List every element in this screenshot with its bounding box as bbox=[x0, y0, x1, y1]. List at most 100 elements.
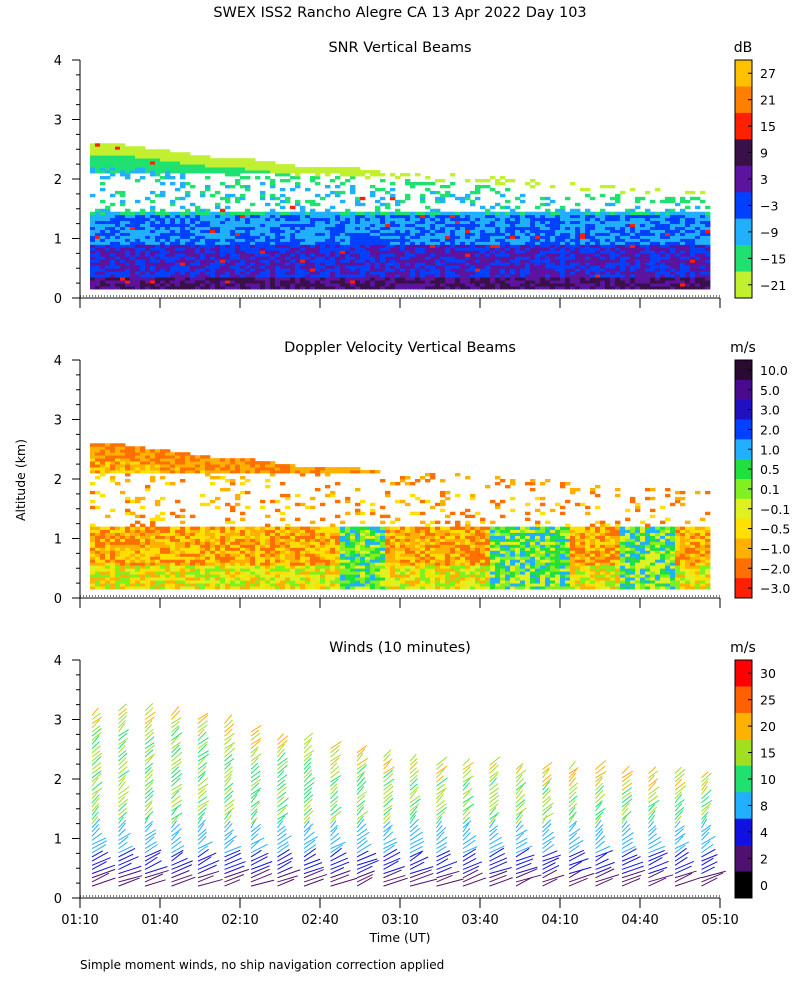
heatmap-cell bbox=[610, 277, 616, 281]
heatmap-cell bbox=[670, 256, 676, 260]
heatmap-cell bbox=[175, 577, 181, 581]
heatmap-cell bbox=[335, 286, 341, 290]
heatmap-cell bbox=[320, 226, 326, 230]
heatmap-cell bbox=[135, 458, 141, 462]
heatmap-cell bbox=[215, 538, 221, 542]
y-axis-label: Altitude (km) bbox=[13, 439, 28, 521]
heatmap-cell bbox=[105, 532, 111, 536]
heatmap-cell bbox=[205, 187, 211, 192]
heatmap-cell bbox=[135, 161, 141, 165]
heatmap-cell bbox=[230, 556, 236, 560]
heatmap-cell bbox=[240, 211, 246, 216]
heatmap-cell bbox=[140, 244, 146, 248]
heatmap-cell bbox=[90, 538, 96, 542]
heatmap-cell bbox=[440, 286, 446, 290]
heatmap-cell bbox=[555, 262, 561, 266]
heatmap-cell bbox=[260, 253, 266, 257]
heatmap-cell bbox=[90, 164, 96, 168]
heatmap-cell bbox=[175, 268, 181, 272]
heatmap-cell bbox=[570, 271, 576, 275]
heatmap-cell bbox=[170, 481, 176, 486]
heatmap-cell bbox=[295, 220, 301, 225]
heatmap-cell bbox=[420, 217, 426, 222]
heatmap-cell bbox=[225, 538, 231, 542]
heatmap-cell bbox=[290, 265, 296, 269]
heatmap-cell bbox=[115, 283, 121, 287]
heatmap-cell bbox=[350, 256, 356, 260]
heatmap-cell bbox=[655, 220, 661, 225]
heatmap-cell bbox=[120, 580, 126, 584]
colorbar-swatch bbox=[735, 218, 752, 246]
heatmap-cell bbox=[105, 470, 111, 474]
heatmap-cell bbox=[200, 265, 206, 269]
heatmap-cell bbox=[160, 158, 166, 162]
heatmap-cell bbox=[205, 473, 211, 477]
heatmap-cell bbox=[170, 265, 176, 269]
heatmap-cell bbox=[335, 271, 341, 275]
heatmap-cell bbox=[245, 220, 251, 225]
heatmap-cell bbox=[285, 199, 291, 204]
heatmap-cell bbox=[470, 220, 476, 225]
heatmap-cell bbox=[560, 250, 566, 254]
heatmap-cell bbox=[190, 262, 196, 266]
heatmap-cell bbox=[540, 220, 546, 225]
heatmap-cell bbox=[140, 253, 146, 257]
heatmap-cell bbox=[275, 220, 281, 225]
heatmap-cell bbox=[115, 244, 121, 248]
heatmap-cell bbox=[665, 256, 671, 260]
heatmap-cell bbox=[400, 229, 406, 233]
heatmap-cell bbox=[355, 235, 361, 239]
heatmap-cell bbox=[225, 520, 231, 525]
heatmap-cell bbox=[285, 232, 291, 236]
heatmap-cell bbox=[200, 464, 206, 468]
heatmap-cell bbox=[320, 223, 326, 227]
heatmap-cell bbox=[380, 277, 386, 281]
heatmap-cell bbox=[505, 232, 511, 236]
heatmap-cell bbox=[125, 571, 131, 575]
heatmap-cell bbox=[175, 170, 181, 174]
heatmap-cell bbox=[510, 262, 516, 266]
heatmap-cell bbox=[215, 202, 221, 207]
heatmap-cell bbox=[605, 238, 611, 242]
heatmap-cell bbox=[225, 580, 231, 584]
heatmap-cell bbox=[115, 167, 121, 171]
heatmap-cell bbox=[445, 223, 451, 227]
heatmap-cell bbox=[640, 238, 646, 242]
heatmap-cell bbox=[460, 238, 466, 242]
heatmap-cell bbox=[590, 241, 596, 245]
heatmap-cell bbox=[295, 176, 301, 180]
heatmap-cell bbox=[485, 274, 491, 278]
heatmap-cell bbox=[210, 467, 216, 471]
heatmap-cell bbox=[570, 211, 576, 216]
heatmap-cell bbox=[105, 461, 111, 465]
heatmap-cell bbox=[445, 271, 451, 275]
heatmap-cell bbox=[545, 268, 551, 272]
heatmap-cell bbox=[120, 271, 126, 275]
heatmap-cell bbox=[495, 250, 501, 254]
heatmap-cell bbox=[525, 232, 531, 236]
heatmap-cell bbox=[655, 232, 661, 236]
heatmap-cell bbox=[580, 271, 586, 275]
heatmap-cell bbox=[175, 265, 181, 269]
heatmap-cell bbox=[405, 253, 411, 257]
heatmap-cell bbox=[365, 229, 371, 233]
heatmap-cell bbox=[175, 529, 181, 533]
heatmap-cell bbox=[100, 529, 106, 533]
heatmap-cell bbox=[220, 577, 226, 581]
heatmap-cell bbox=[645, 211, 651, 216]
heatmap-cell bbox=[335, 170, 341, 174]
heatmap-cell bbox=[280, 229, 286, 233]
heatmap-cell bbox=[270, 179, 276, 183]
heatmap-cell bbox=[265, 170, 271, 174]
heatmap-cell bbox=[160, 455, 166, 459]
heatmap-cell bbox=[330, 211, 336, 216]
heatmap-cell bbox=[205, 268, 211, 272]
heatmap-cell bbox=[375, 170, 381, 174]
heatmap-cell bbox=[240, 271, 246, 275]
heatmap-cell bbox=[140, 523, 146, 527]
heatmap-cell bbox=[115, 253, 121, 257]
heatmap-cell bbox=[150, 452, 156, 456]
heatmap-cell bbox=[525, 253, 531, 257]
heatmap-cell bbox=[140, 223, 146, 227]
heatmap-cell bbox=[595, 226, 601, 230]
